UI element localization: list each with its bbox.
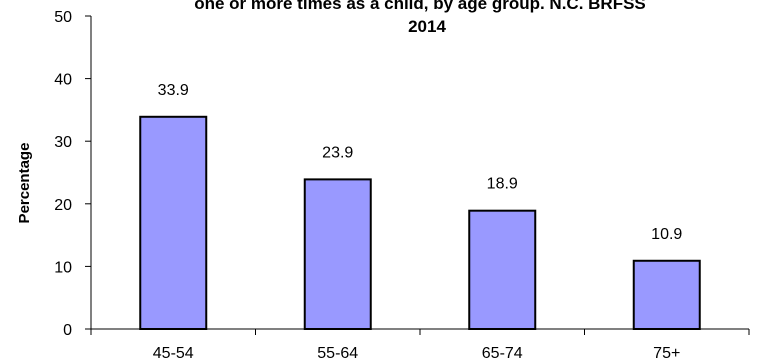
x-tick-label: 45-54 <box>153 345 194 362</box>
y-tick-label: 10 <box>54 259 72 276</box>
y-tick-label: 50 <box>54 9 72 26</box>
bars <box>139 115 701 331</box>
chart-title-line-2: 2014 <box>408 17 446 36</box>
data-labels: 33.9 23.9 18.9 10.9 <box>158 82 683 243</box>
bar-55-64 <box>303 178 372 330</box>
y-ticks: 0 10 20 30 40 50 <box>54 9 91 339</box>
y-tick-label: 30 <box>54 134 72 151</box>
data-label: 23.9 <box>322 144 353 161</box>
y-tick-label: 40 <box>54 72 72 89</box>
data-label: 33.9 <box>158 82 189 99</box>
chart-title-line-1: one or more times as a child, by age gro… <box>194 0 646 13</box>
bar-75+ <box>632 259 701 330</box>
x-tick-label: 75+ <box>653 345 680 362</box>
bar-65-74 <box>468 209 537 331</box>
bar-45-54 <box>139 115 208 331</box>
y-tick-label: 20 <box>54 197 72 214</box>
data-label: 10.9 <box>651 226 682 243</box>
y-axis-label: Percentage <box>16 143 33 224</box>
x-tick-labels: 45-54 55-64 65-74 75+ <box>90 329 750 362</box>
x-tick-label: 65-74 <box>482 345 523 362</box>
x-tick-label: 55-64 <box>317 345 358 362</box>
y-tick-label: 0 <box>63 322 72 339</box>
data-label: 18.9 <box>487 176 518 193</box>
